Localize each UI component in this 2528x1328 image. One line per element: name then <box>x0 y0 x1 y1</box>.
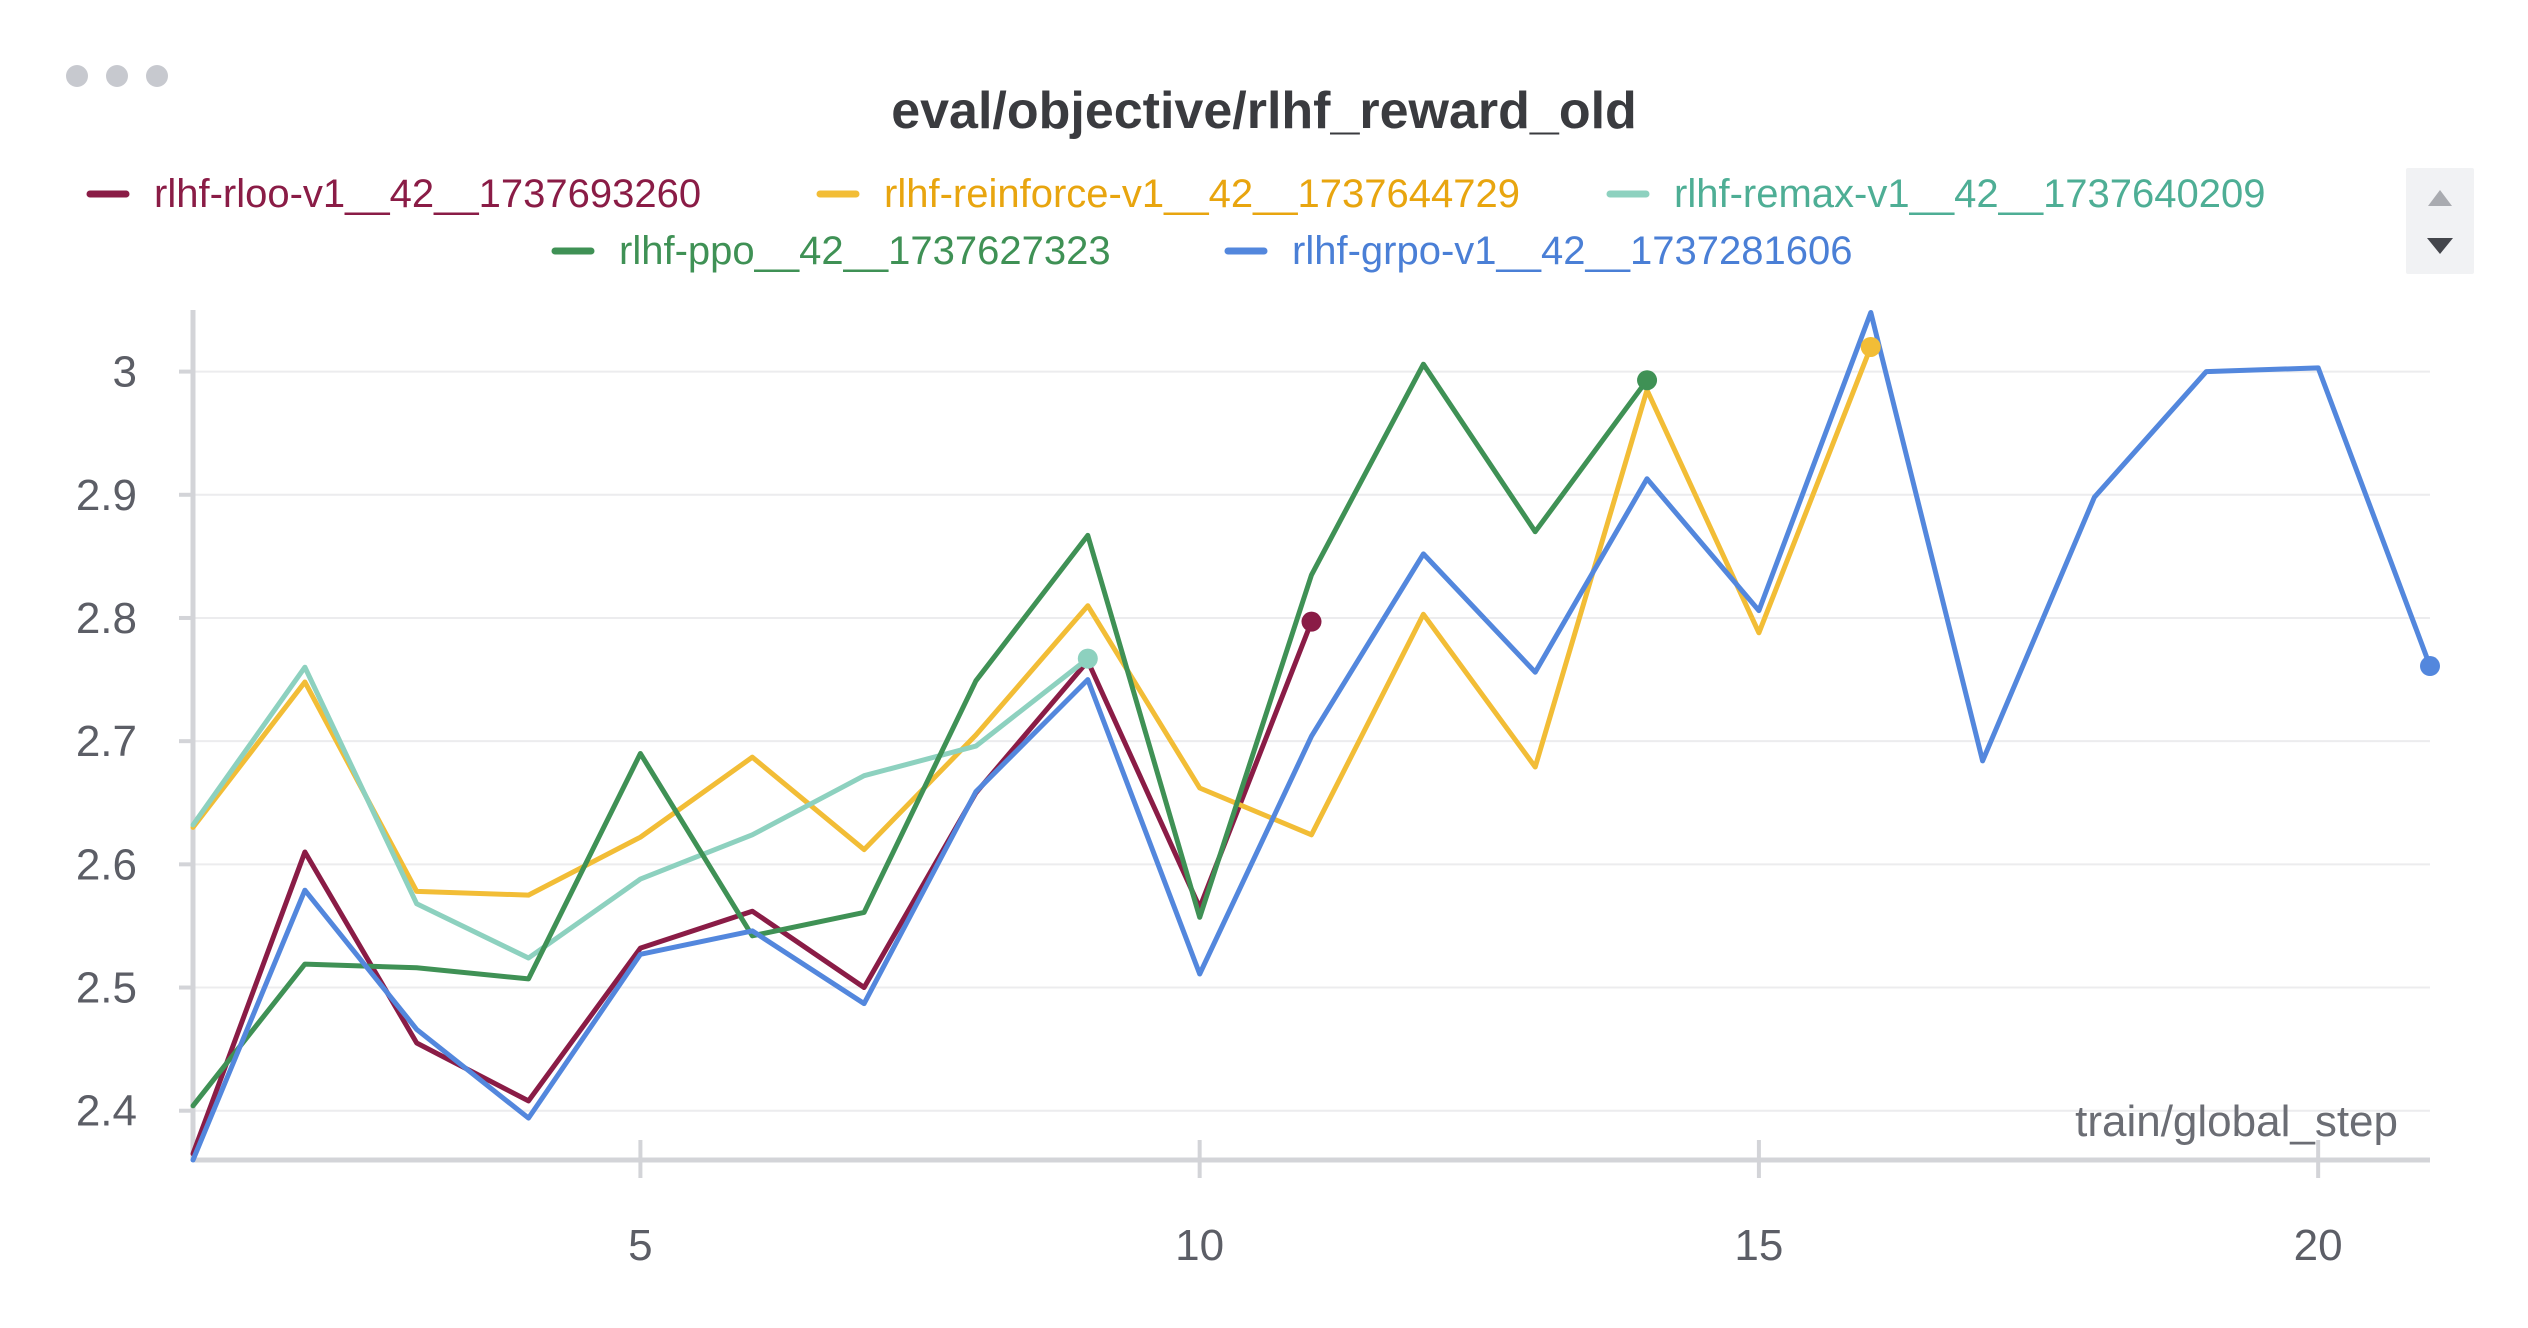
ellipsis-dot <box>146 65 168 87</box>
x-tick-label: 20 <box>2294 1221 2343 1270</box>
legend-scroller[interactable] <box>2406 168 2474 274</box>
legend-label: rlhf-grpo-v1__42__1737281606 <box>1292 229 1852 273</box>
y-tick-label: 2.6 <box>76 840 137 889</box>
series-line[interactable] <box>190 361 1650 1109</box>
series-line[interactable] <box>190 344 1874 898</box>
series-end-point[interactable] <box>1301 611 1322 632</box>
series-line[interactable] <box>190 310 2433 1163</box>
y-tick-label: 2.5 <box>76 964 137 1013</box>
chart-title: eval/objective/rlhf_reward_old <box>891 82 1637 140</box>
legend-item[interactable]: rlhf-rloo-v1__42__1737693260 <box>86 172 701 216</box>
y-tick-label: 2.9 <box>76 471 137 520</box>
series-end-point[interactable] <box>2420 656 2440 677</box>
y-tick-label: 3 <box>113 348 137 397</box>
triangle-down-icon[interactable] <box>2427 238 2453 254</box>
legend-item[interactable]: rlhf-reinforce-v1__42__1737644729 <box>816 172 1520 216</box>
ellipsis-icon[interactable] <box>66 65 168 87</box>
legend-item[interactable]: rlhf-remax-v1__42__1737640209 <box>1606 172 2266 216</box>
y-tick-label: 2.8 <box>76 594 137 643</box>
triangle-up-icon[interactable] <box>2428 190 2452 206</box>
x-axis-label: train/global_step <box>2075 1097 2398 1146</box>
x-tick-label: 5 <box>628 1221 652 1270</box>
legend-item[interactable]: rlhf-ppo__42__1737627323 <box>551 229 1111 273</box>
ellipsis-dot <box>106 65 128 87</box>
y-axis: 2.4 2.5 2.6 2.7 2.8 2.9 3 <box>76 310 196 1160</box>
ellipsis-dot <box>66 65 88 87</box>
series-layer <box>190 310 2440 1163</box>
grid <box>193 370 2430 1112</box>
series-line[interactable] <box>190 656 1091 961</box>
series-end-point[interactable] <box>1860 336 1881 357</box>
y-tick-label: 2.4 <box>76 1087 137 1136</box>
legend: rlhf-rloo-v1__42__1737693260 rlhf-reinfor… <box>86 172 2266 273</box>
legend-label: rlhf-rloo-v1__42__1737693260 <box>154 172 701 216</box>
x-tick-label: 10 <box>1175 1221 1224 1270</box>
x-axis: 5 10 15 20 <box>193 1140 2430 1270</box>
legend-scroller-track <box>2406 168 2474 274</box>
series-end-point[interactable] <box>1637 370 1658 391</box>
legend-label: rlhf-remax-v1__42__1737640209 <box>1674 172 2266 216</box>
legend-label: rlhf-reinforce-v1__42__1737644729 <box>884 172 1520 216</box>
series-end-point[interactable] <box>1077 648 1098 669</box>
legend-label: rlhf-ppo__42__1737627323 <box>619 229 1111 273</box>
x-tick-label: 15 <box>1734 1221 1783 1270</box>
legend-item[interactable]: rlhf-grpo-v1__42__1737281606 <box>1224 229 1852 273</box>
y-tick-label: 2.7 <box>76 717 137 766</box>
